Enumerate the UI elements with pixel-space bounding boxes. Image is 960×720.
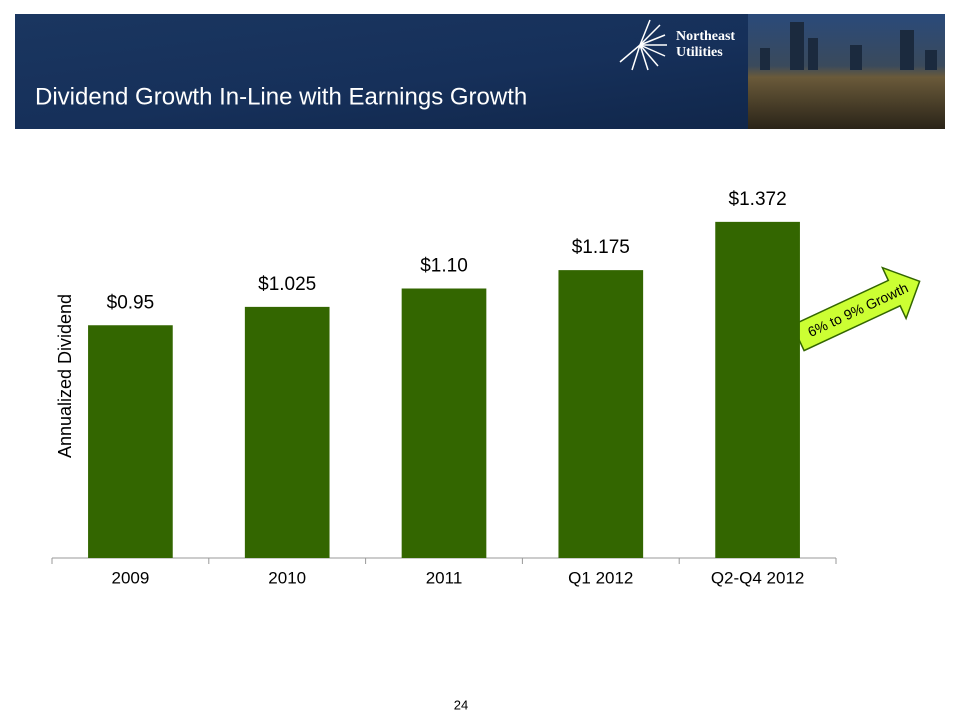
skyline — [760, 22, 937, 70]
logo-text: Northeast — [676, 29, 735, 44]
slide-title: Dividend Growth In-Line with Earnings Gr… — [35, 83, 527, 110]
x-tick-label: Q1 2012 — [568, 568, 633, 587]
growth-arrow: 6% to 9% Growth — [791, 266, 921, 352]
page-number: 24 — [454, 697, 468, 712]
bar — [88, 325, 173, 558]
annotation: 6% to 9% Growth — [805, 279, 910, 340]
city-photo — [748, 14, 945, 129]
x-tick-label: Q2-Q4 2012 — [711, 568, 805, 587]
value-label: $1.175 — [572, 237, 630, 258]
bar — [715, 221, 800, 559]
x-tick-label: 2009 — [111, 568, 149, 587]
value-label: $0.95 — [107, 292, 155, 313]
logo-mark — [619, 19, 667, 71]
bar — [401, 288, 487, 558]
value-label: $1.10 — [420, 256, 468, 277]
bar — [244, 306, 330, 558]
bar — [558, 270, 644, 558]
value-label: $1.025 — [258, 274, 316, 295]
x-tick-label: 2010 — [268, 568, 306, 587]
y-axis-label: Annualized Dividend — [55, 294, 75, 458]
x-tick-label: 2011 — [426, 568, 463, 587]
logo-text: Utilities — [676, 45, 723, 60]
value-label: $1.372 — [729, 189, 787, 210]
